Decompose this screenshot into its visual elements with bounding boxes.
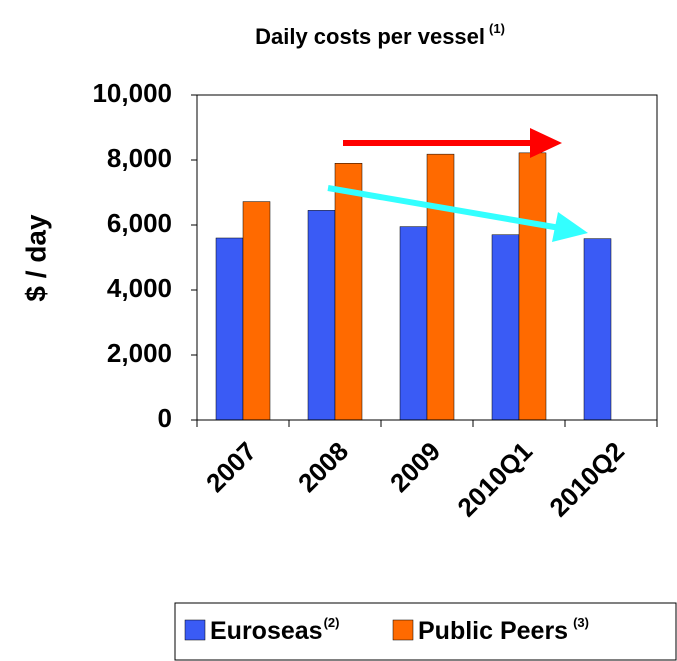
y-tick-label: 8,000: [107, 143, 172, 173]
legend: Euroseas(2) Public Peers (3): [184, 615, 589, 645]
legend-swatch: [184, 619, 206, 641]
bar: [399, 226, 428, 421]
chart-title: Daily costs per vessel: [255, 24, 485, 49]
chart-title-group: Daily costs per vessel (1): [255, 21, 505, 48]
y-tick-label: 4,000: [107, 273, 172, 303]
bar: [426, 153, 455, 421]
legend-entry: Euroseas(2): [210, 615, 339, 644]
arrow-head: [552, 212, 588, 242]
plot: [215, 152, 612, 421]
x-tick-label: 2010Q2: [543, 436, 630, 523]
legend-entry: Public Peers (3): [418, 615, 589, 644]
bar: [215, 237, 244, 421]
y-tick-label: 10,000: [92, 78, 172, 108]
legend-name: Public Peers: [418, 617, 568, 645]
bar: [307, 210, 336, 421]
x-tick-label: 2008: [292, 436, 354, 498]
y-tick-label: 6,000: [107, 208, 172, 238]
legend-swatch: [392, 619, 414, 641]
x-tick-label: 2010Q1: [451, 436, 538, 523]
bar: [518, 152, 547, 421]
y-axis-label: $ / day: [20, 214, 51, 302]
y-tick-label: 2,000: [107, 338, 172, 368]
bar: [583, 238, 612, 421]
y-tick-label: 0: [158, 403, 172, 433]
annotation-arrow: [327, 185, 561, 231]
legend-name: Euroseas: [210, 617, 323, 645]
bar: [334, 163, 363, 421]
x-tick-label: 2007: [200, 436, 262, 498]
title-note: (1): [489, 21, 505, 36]
bar: [491, 234, 520, 421]
arrow-head: [530, 128, 562, 158]
bar: [242, 201, 271, 421]
x-tick-label: 2009: [384, 436, 446, 498]
legend-note: (2): [324, 615, 340, 630]
legend-note: (3): [573, 615, 589, 630]
legend-box: [174, 602, 677, 661]
